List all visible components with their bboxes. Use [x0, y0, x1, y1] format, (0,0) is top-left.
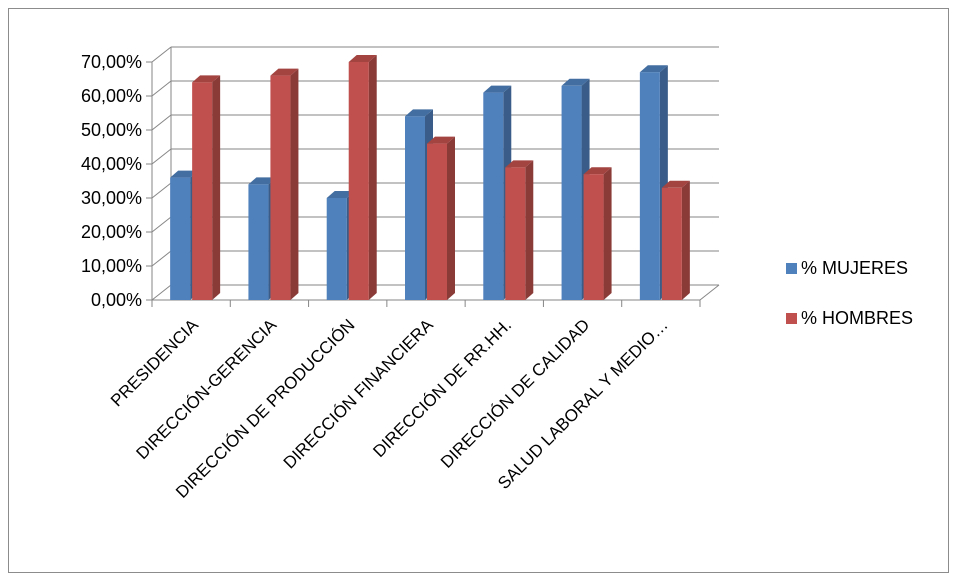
category-label: DIRECCIÓN FINANCIERA: [280, 315, 437, 472]
y-tick-label: 60,00%: [81, 86, 142, 106]
bar-side: [212, 75, 221, 301]
bar-top: [427, 136, 455, 144]
bar-side: [603, 167, 612, 300]
bar-top: [505, 160, 534, 168]
bar: [661, 187, 682, 300]
bar: [583, 174, 604, 300]
bar-side: [681, 180, 690, 300]
bar-top: [405, 109, 433, 117]
y-tick-label: 30,00%: [81, 188, 142, 208]
bar-top: [583, 167, 612, 175]
category-label: SALUD LABORAL Y MEDIO…: [494, 315, 672, 493]
bar-top: [639, 65, 668, 73]
bar-top: [326, 191, 355, 198]
category-label: DIRECCIÓN DE CALIDAD: [437, 315, 593, 471]
bar-side: [368, 55, 377, 300]
gridline-side: [151, 148, 172, 165]
bar-top: [170, 170, 199, 178]
y-tick-label: 0,00%: [91, 290, 142, 310]
bar: [348, 62, 369, 300]
y-tick-label: 10,00%: [81, 256, 142, 276]
y-tick-label: 40,00%: [81, 154, 142, 174]
bar-side: [447, 136, 455, 300]
bar: [483, 92, 504, 300]
category-label: DIRECCIÓN DE RR.HH.: [369, 315, 515, 461]
legend-swatch: [786, 313, 797, 324]
bar-top: [661, 180, 690, 188]
floor-edge: [699, 284, 720, 301]
bar: [561, 85, 582, 300]
y-tick-label: 70,00%: [81, 52, 142, 72]
bar: [405, 116, 425, 301]
gridline-side: [151, 80, 172, 97]
gridline-side: [151, 182, 172, 199]
legend-label: % HOMBRES: [801, 308, 913, 328]
bar-top: [348, 55, 377, 62]
category-label: DIRECCIÓN-GERENCIA: [133, 315, 281, 463]
y-tick-label: 20,00%: [81, 222, 142, 242]
bar-top: [561, 78, 590, 86]
bar: [427, 143, 447, 300]
bar: [639, 72, 660, 300]
bar-top: [483, 85, 512, 93]
bar: [248, 184, 269, 300]
bar: [192, 82, 213, 301]
y-tick-label: 50,00%: [81, 120, 142, 140]
bar: [505, 167, 526, 300]
bar: [326, 198, 347, 300]
legend-swatch: [786, 263, 797, 274]
gridline-side: [151, 250, 172, 267]
bar-top: [192, 75, 221, 83]
gridline-side: [151, 46, 172, 63]
bar-top: [248, 177, 277, 185]
gridline-side: [151, 216, 172, 233]
bar: [170, 177, 191, 300]
gridline-side: [151, 284, 172, 301]
bar-side: [525, 160, 534, 300]
bar-side: [290, 68, 299, 300]
gridline-side: [151, 114, 172, 131]
bar: [270, 75, 291, 300]
legend-label: % MUJERES: [801, 258, 908, 278]
bar-top: [270, 68, 299, 76]
